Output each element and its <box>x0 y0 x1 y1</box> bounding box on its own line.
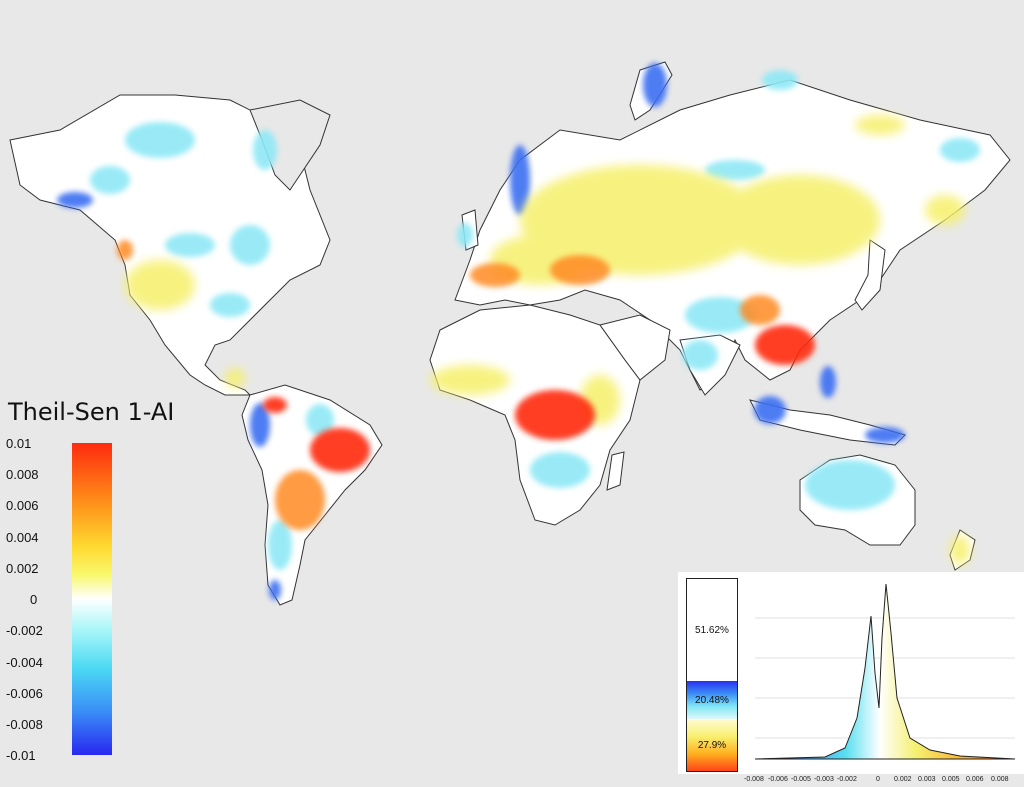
colorbar-tick: -0.008 <box>6 717 43 732</box>
x-tick: 0.003 <box>918 776 936 783</box>
x-tick: -0.008 <box>744 776 764 783</box>
x-tick: -0.003 <box>814 776 834 783</box>
colorbar-tick: 0.008 <box>6 467 39 482</box>
colorbar-tick: -0.01 <box>6 748 36 763</box>
x-tick: 0.008 <box>991 776 1009 783</box>
colorbar-tick: 0.004 <box>6 530 39 545</box>
colorbar-tick: -0.004 <box>6 655 43 670</box>
x-tick: 0.005 <box>942 776 960 783</box>
red-pct-label: 27.9% <box>697 739 727 751</box>
x-tick: -0.005 <box>791 776 811 783</box>
blue-segment: 20.48% <box>687 681 737 720</box>
x-tick: 0 <box>876 776 880 783</box>
x-tick: -0.006 <box>768 776 788 783</box>
heat-patches <box>57 63 980 600</box>
x-tick: -0.002 <box>837 776 857 783</box>
x-tick: 0.002 <box>894 776 912 783</box>
percentage-stack: 51.62% 20.48% 27.9% <box>686 578 738 772</box>
x-tick: 0.006 <box>966 776 984 783</box>
colorbar-tick: -0.006 <box>6 686 43 701</box>
blue-pct-label: 20.48% <box>695 694 729 706</box>
colorbar-tick: -0.002 <box>6 623 43 638</box>
japan <box>854 239 886 311</box>
legend-title: Theil-Sen 1-AI <box>8 398 175 426</box>
colorbar <box>72 443 112 755</box>
colorbar-tick: 0.006 <box>6 498 39 513</box>
arabia <box>599 314 671 381</box>
colorbar-tick: 0.01 <box>6 436 32 451</box>
density-fill <box>754 583 1016 760</box>
madagascar <box>606 451 625 491</box>
white-pct-label: 51.62% <box>695 624 729 636</box>
colorbar-tick: 0.002 <box>6 561 39 576</box>
red-segment: 27.9% <box>687 719 737 771</box>
density-curve <box>754 583 1016 760</box>
colorbar-tick: 0 <box>30 592 38 607</box>
white-segment: 51.62% <box>687 579 737 682</box>
